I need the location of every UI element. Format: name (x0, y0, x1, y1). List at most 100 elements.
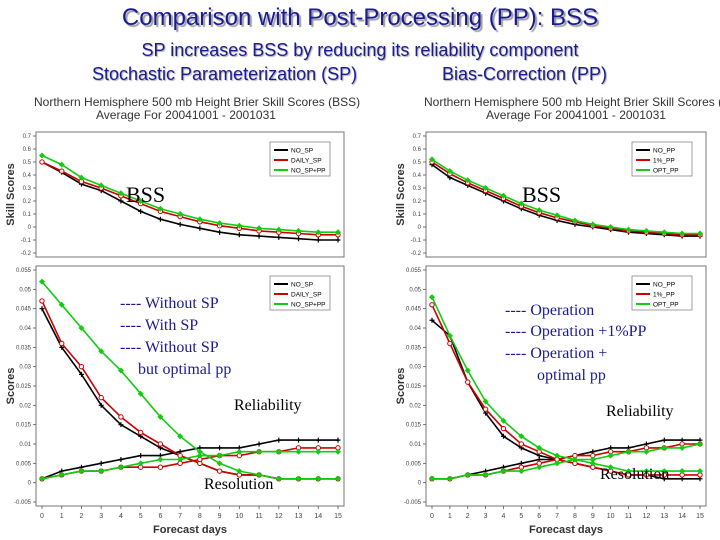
data-point (500, 468, 507, 475)
series-line-2 (41, 281, 338, 480)
data-point (464, 367, 471, 374)
data-point (118, 422, 124, 428)
y-tick-label: -0.005 (404, 500, 422, 506)
legend-label: DAILY_SP (291, 292, 322, 299)
chart-panel-left-top: 0.7 0.6 0.5 0.4 0.3 0.2 0.1 0 -0.1 -0.2 Skill Scor… (5, 131, 345, 258)
data-point (679, 230, 686, 237)
series-line-0 (41, 161, 338, 241)
data-point (216, 468, 223, 474)
data-point (138, 453, 144, 459)
bss-annotation-left: BSS (126, 182, 165, 207)
data-point (59, 168, 65, 174)
data-point (661, 444, 668, 451)
data-point (429, 294, 435, 301)
data-point (177, 211, 184, 217)
y-axis-label: Scores (5, 368, 17, 405)
data-point (643, 448, 650, 455)
y-tick-label: 0.055 (16, 268, 32, 274)
x-tick-label: 4 (502, 513, 506, 520)
data-point (196, 448, 203, 455)
data-point (177, 433, 184, 440)
data-point (625, 448, 632, 455)
data-point (98, 182, 105, 189)
y-tick-label: 0.005 (406, 461, 422, 467)
x-tick-label: 8 (573, 513, 577, 520)
y-tick-label: 0.2 (413, 199, 422, 205)
data-point (607, 452, 614, 459)
data-point (137, 429, 144, 436)
data-point (315, 437, 321, 443)
y-tick-label: -0.2 (411, 251, 422, 257)
data-point (335, 437, 341, 443)
data-point (157, 413, 164, 420)
data-point (216, 460, 223, 467)
x-tick-label: 12 (643, 513, 651, 520)
data-point (335, 229, 341, 236)
x-tick-label: 9 (591, 513, 595, 520)
x-tick-label: 11 (255, 513, 262, 520)
x-tick-label: 15 (334, 513, 342, 520)
data-point (661, 468, 668, 475)
bss-annotation-right: BSS (522, 182, 561, 207)
y-tick-label: 0.025 (16, 384, 32, 390)
data-point (518, 441, 525, 447)
data-point (58, 161, 65, 168)
data-point (177, 221, 183, 227)
y-tick-label: -0.1 (21, 238, 32, 244)
data-point (697, 468, 703, 475)
reliability-annotation-right: Reliability (606, 403, 674, 420)
data-point (78, 371, 84, 377)
y-tick-label: 0.025 (406, 384, 422, 390)
x-tick-label: 8 (198, 513, 202, 520)
data-point (236, 232, 242, 238)
y-tick-label: 0.05 (409, 287, 421, 293)
data-point (236, 468, 243, 475)
data-point (607, 464, 614, 471)
series-line-1 (41, 161, 338, 236)
x-tick-label: 1 (60, 513, 64, 520)
left-chart-title-line1: Northern Hemisphere 500 mb Height Brier … (34, 95, 361, 109)
y-tick-label: 0.03 (19, 365, 31, 371)
data-point (98, 394, 104, 401)
data-point (98, 348, 105, 355)
data-point (335, 237, 341, 243)
x-tick-label: 12 (275, 513, 283, 520)
resolution-annotation-right: Resolution (600, 466, 669, 483)
data-point (500, 433, 506, 439)
data-point (295, 475, 302, 482)
data-point (118, 198, 124, 204)
data-point (157, 205, 164, 212)
y-tick-label: 0.3 (23, 186, 32, 192)
data-point (554, 460, 561, 467)
x-tick-label: 2 (466, 513, 470, 520)
y-tick-label: 0.6 (23, 147, 32, 153)
legend-label: NO_SP (291, 148, 313, 155)
data-point (643, 227, 650, 234)
data-point (39, 298, 45, 304)
y-tick-label: 0 (28, 225, 32, 231)
legend-label: NO_SP+PP (291, 168, 326, 175)
data-point (446, 168, 453, 175)
chart-panel-left-bottom: 0.055 0.05 0.045 0.04 0.035 0.03 0.025 0.02 0.01… (5, 265, 345, 536)
data-point (589, 460, 596, 467)
y-tick-label: 0 (418, 225, 422, 231)
data-point (78, 468, 85, 475)
data-point (554, 452, 561, 459)
resolution-annotation-left: Resolution (204, 476, 273, 493)
y-tick-label: 0 (418, 481, 422, 487)
data-point (500, 417, 507, 424)
x-tick-label: 3 (484, 513, 488, 520)
left-column-label: Stochastic Parameterization (SP) (92, 64, 358, 84)
y-tick-label: 0.5 (23, 160, 32, 166)
data-point (661, 437, 667, 443)
data-point (482, 471, 489, 478)
data-point (536, 464, 543, 471)
y-tick-label: 0.03 (409, 365, 421, 371)
data-point (196, 216, 203, 223)
data-point (157, 464, 164, 470)
legend-label: NO_PP (653, 148, 675, 155)
x-tick-label: 13 (660, 513, 668, 520)
y-tick-label: 0.02 (19, 403, 31, 409)
y-tick-label: 0.4 (413, 173, 422, 179)
data-point (217, 229, 223, 235)
